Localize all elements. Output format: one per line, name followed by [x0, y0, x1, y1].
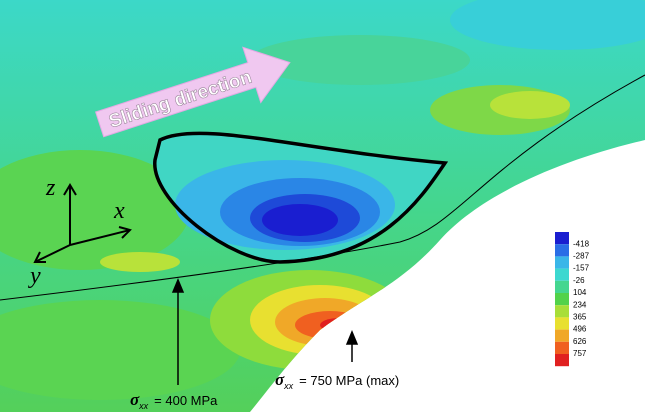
legend-swatch — [555, 354, 569, 367]
annotation: σxx = 750 MPa (max) — [275, 370, 399, 391]
legend-label: 365 — [573, 313, 587, 322]
subscript: xx — [283, 381, 294, 391]
legend-swatch — [555, 244, 569, 257]
text: = 750 MPa (max) — [299, 373, 399, 388]
text: = 400 MPa — [154, 393, 218, 408]
legend-label: 626 — [573, 337, 587, 346]
edge-line — [0, 74, 645, 301]
legend-swatch — [555, 341, 569, 354]
annotation: σxx = 400 MPa — [130, 390, 218, 411]
legend-swatch — [555, 256, 569, 269]
legend-label: 496 — [573, 325, 587, 334]
legend-swatch — [555, 317, 569, 330]
legend-swatch — [555, 268, 569, 281]
legend-swatch — [555, 329, 569, 342]
legend-label: 234 — [573, 300, 587, 309]
legend-label: -418 — [573, 239, 590, 248]
legend-swatch — [555, 293, 569, 306]
symbol: σ — [275, 370, 285, 389]
subscript: xx — [138, 401, 149, 411]
axis-label: x — [113, 198, 125, 224]
legend-swatch — [555, 280, 569, 293]
axis-label: y — [28, 263, 41, 289]
legend-label: -26 — [573, 276, 585, 285]
legend-swatch — [555, 305, 569, 318]
symbol: σ — [130, 390, 140, 409]
axis-triad — [33, 183, 132, 263]
contact-zone — [153, 131, 449, 264]
axis-label: z — [45, 175, 56, 201]
legend-swatch — [555, 232, 569, 245]
legend: -418 -287 -157 -26 104 234 365 496 626 757 — [555, 232, 590, 367]
legend-label: 757 — [573, 349, 587, 358]
legend-label: -287 — [573, 252, 590, 261]
legend-label: 104 — [573, 288, 587, 297]
annotation-arrows — [171, 278, 359, 385]
legend-label: -157 — [573, 264, 590, 273]
